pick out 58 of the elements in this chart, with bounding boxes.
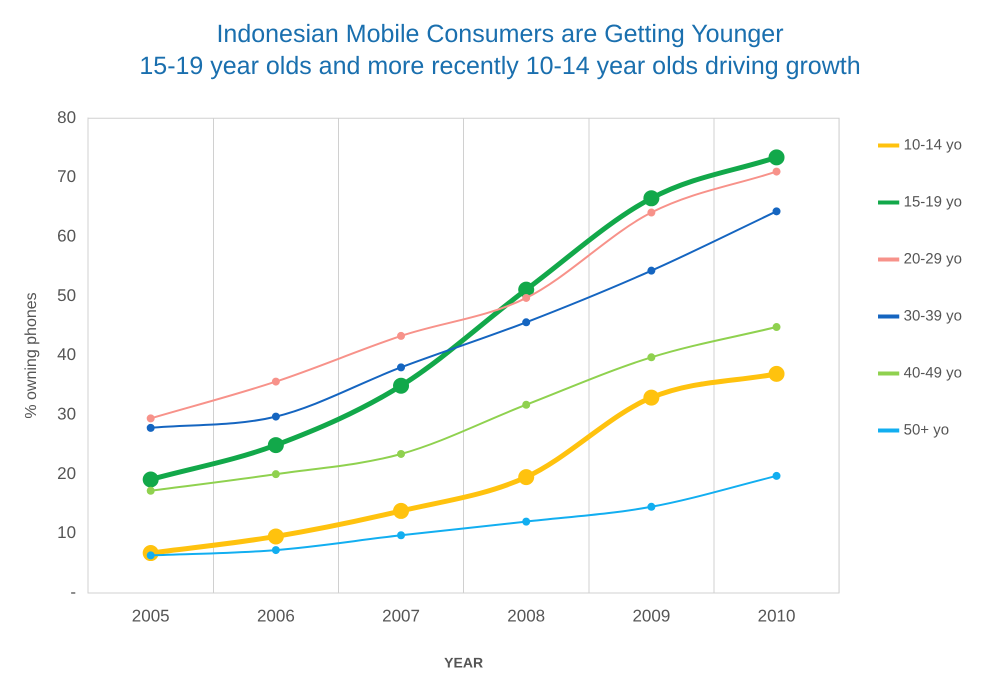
point bbox=[397, 332, 406, 340]
point bbox=[647, 266, 656, 275]
y-tick-label: 80 bbox=[57, 108, 76, 127]
y-tick-label: 30 bbox=[57, 404, 76, 424]
y-tick-label: 50 bbox=[57, 286, 76, 305]
y-tick-label: 40 bbox=[57, 345, 76, 364]
point bbox=[272, 546, 280, 554]
y-tick-label: - bbox=[70, 582, 76, 602]
point bbox=[647, 502, 656, 511]
x-tick-label: 2006 bbox=[256, 606, 295, 626]
x-tick-label: 2010 bbox=[758, 606, 796, 626]
point bbox=[397, 450, 406, 458]
point bbox=[772, 472, 781, 480]
point bbox=[397, 363, 406, 372]
point bbox=[522, 518, 530, 526]
point bbox=[772, 207, 781, 216]
legend-label: 50+ yo bbox=[904, 422, 950, 439]
point bbox=[768, 366, 785, 382]
point bbox=[272, 378, 280, 386]
point bbox=[647, 353, 656, 362]
legend-label: 20-29 yo bbox=[904, 250, 962, 268]
legend-label: 15-19 yo bbox=[904, 194, 962, 211]
point bbox=[522, 400, 530, 409]
point bbox=[393, 378, 410, 394]
point bbox=[522, 318, 530, 326]
x-tick-label: 2005 bbox=[132, 606, 170, 626]
point bbox=[268, 437, 284, 454]
point bbox=[518, 469, 534, 486]
y-tick-label: 70 bbox=[57, 167, 76, 186]
y-tick-label: 20 bbox=[57, 464, 76, 483]
point bbox=[643, 190, 660, 206]
x-tick-label: 2008 bbox=[507, 606, 546, 626]
legend-label: 30-39 yo bbox=[904, 308, 962, 325]
point bbox=[397, 531, 406, 540]
point bbox=[643, 390, 660, 406]
y-axis-title: % owning phones bbox=[23, 292, 40, 419]
point bbox=[146, 414, 155, 422]
text: 15-19 year olds and more recently 10-14 year olds driving growth bbox=[139, 52, 861, 80]
point bbox=[268, 528, 284, 544]
x-axis-title: YEAR bbox=[444, 654, 484, 670]
legend-label: 40-49 yo bbox=[904, 364, 962, 382]
y-tick-label: 60 bbox=[57, 226, 76, 246]
point bbox=[647, 208, 656, 217]
point bbox=[272, 412, 280, 421]
y-tick-label: 10 bbox=[57, 523, 76, 542]
point bbox=[772, 323, 781, 332]
point bbox=[146, 424, 155, 432]
point bbox=[272, 470, 280, 478]
point bbox=[142, 471, 159, 488]
x-tick-label: 2007 bbox=[382, 606, 420, 626]
text: Indonesian Mobile Consumers are Getting Younger bbox=[216, 20, 784, 48]
point bbox=[522, 294, 530, 302]
point bbox=[768, 149, 785, 166]
point bbox=[393, 502, 410, 519]
legend-label: 10-14 yo bbox=[904, 136, 962, 154]
point bbox=[772, 168, 781, 176]
x-tick-label: 2009 bbox=[632, 606, 670, 626]
point bbox=[146, 486, 155, 495]
